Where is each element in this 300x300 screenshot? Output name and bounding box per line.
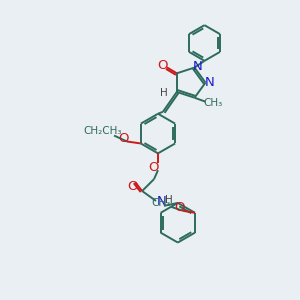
- Text: CH₃: CH₃: [204, 98, 223, 108]
- Text: N: N: [157, 195, 167, 208]
- Text: CH₂CH₃: CH₂CH₃: [83, 126, 122, 136]
- Text: N: N: [205, 76, 214, 89]
- Text: N: N: [193, 60, 202, 73]
- Text: CH₃: CH₃: [152, 198, 171, 208]
- Text: H: H: [165, 195, 173, 205]
- Text: O: O: [148, 161, 158, 174]
- Text: H: H: [160, 88, 168, 98]
- Text: O: O: [127, 180, 137, 193]
- Text: O: O: [174, 201, 184, 214]
- Text: O: O: [158, 59, 168, 72]
- Text: O: O: [119, 132, 129, 145]
